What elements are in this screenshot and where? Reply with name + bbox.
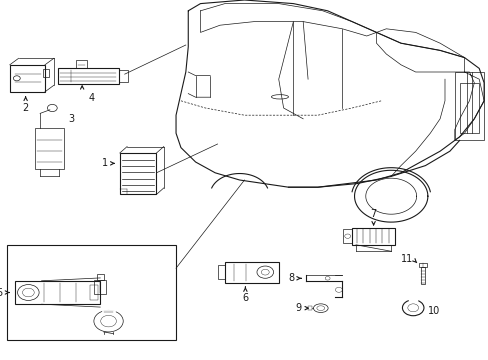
Text: 5: 5 (0, 288, 2, 297)
Bar (35, 128, 63, 169)
Bar (10, 65, 45, 92)
Bar (42, 69, 49, 77)
Text: 7: 7 (370, 208, 376, 219)
Text: 11: 11 (400, 254, 412, 264)
Bar (119, 70, 127, 82)
Bar (351, 228, 394, 245)
Bar (120, 153, 156, 194)
Text: 8: 8 (288, 273, 294, 283)
Text: 3: 3 (68, 114, 75, 124)
Text: 6: 6 (242, 293, 248, 303)
Bar (217, 265, 224, 279)
Bar (459, 83, 478, 133)
Text: 2: 2 (22, 103, 29, 113)
Bar (15, 281, 100, 304)
Bar (307, 306, 311, 310)
Bar (418, 263, 427, 267)
Bar (94, 280, 106, 294)
Bar (224, 262, 278, 283)
Bar (90, 285, 98, 300)
Text: 9: 9 (294, 303, 301, 313)
Text: 1: 1 (101, 158, 107, 168)
Bar (343, 229, 351, 243)
Bar (7, 245, 176, 340)
Bar (420, 267, 425, 284)
Bar (76, 60, 87, 68)
Bar (97, 274, 103, 280)
Bar (454, 72, 483, 140)
Bar (58, 68, 119, 84)
Text: 10: 10 (427, 306, 439, 316)
Text: 4: 4 (88, 93, 94, 103)
